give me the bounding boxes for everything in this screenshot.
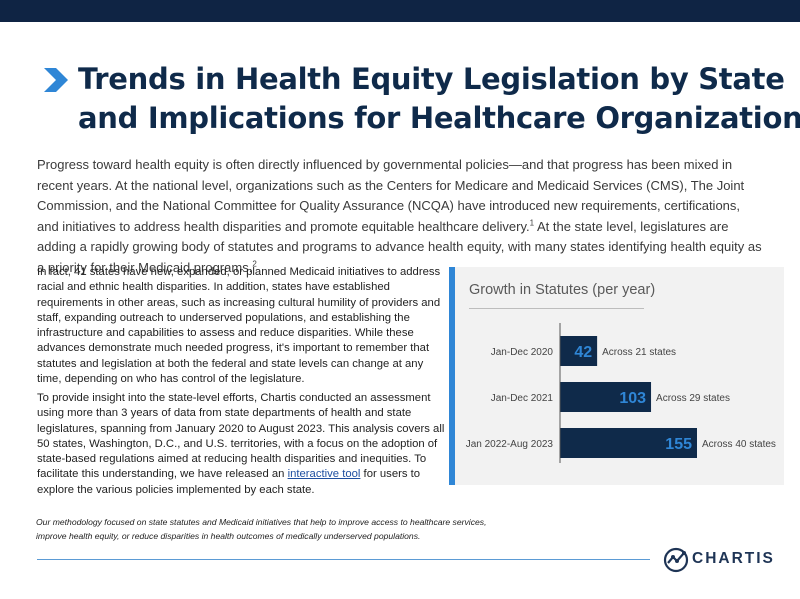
footer-rule bbox=[37, 559, 650, 560]
methodology-note: Our methodology focused on state statute… bbox=[36, 515, 596, 543]
methodology-line-2: improve health equity, or reduce dispari… bbox=[36, 531, 421, 541]
intro-text-b: At the state level, legislatures are add… bbox=[37, 218, 762, 275]
bar-annotation: Across 29 states bbox=[656, 393, 730, 404]
bar-value-label: 42 bbox=[574, 344, 592, 361]
chevron-right-icon bbox=[44, 68, 68, 92]
body-paragraph-2: To provide insight into the state-level … bbox=[37, 391, 447, 498]
statutes-chart: Growth in Statutes (per year) Jan-Dec 20… bbox=[449, 267, 784, 485]
title-line-2: and Implications for Healthcare Organiza… bbox=[78, 101, 800, 135]
chart-plot: Jan-Dec 2020 42 Across 21 states Jan-Dec 20… bbox=[466, 323, 776, 463]
bar-value-label: 155 bbox=[665, 436, 692, 453]
footnote-ref-2: 2 bbox=[252, 259, 257, 269]
bar bbox=[560, 336, 598, 366]
bar-annotation: Across 40 states bbox=[702, 439, 776, 450]
title-line-1: Trends in Health Equity Legislation by S… bbox=[78, 62, 785, 96]
methodology-line-1: Our methodology focused on state statute… bbox=[36, 517, 487, 527]
footnote-ref-1: 1 bbox=[529, 218, 535, 228]
intro-paragraph: Progress toward health equity is often d… bbox=[37, 155, 765, 278]
bar-value-label: 103 bbox=[619, 390, 646, 407]
top-banner bbox=[0, 0, 800, 22]
bar bbox=[560, 382, 652, 412]
chart-title: Growth in Statutes (per year) bbox=[469, 282, 656, 298]
chart-title-rule bbox=[469, 308, 644, 309]
category-label: Jan-Dec 2020 bbox=[491, 347, 554, 358]
page-title: Trends in Health Equity Legislation by S… bbox=[78, 60, 800, 138]
para2-text-before: To provide insight into the state-level … bbox=[37, 392, 445, 481]
category-label: Jan-Dec 2021 bbox=[491, 393, 554, 404]
bar-annotation: Across 21 states bbox=[602, 347, 676, 358]
bar bbox=[560, 428, 697, 458]
category-label: Jan 2022-Aug 2023 bbox=[466, 439, 554, 450]
chartis-logo-icon bbox=[663, 547, 689, 573]
intro-text-a: Progress toward health equity is often d… bbox=[37, 157, 745, 234]
logo-wordmark: CHARTIS bbox=[692, 550, 775, 567]
body-paragraph-1: In fact, 41 states have new, expanded, o… bbox=[37, 266, 441, 386]
interactive-tool-link[interactable]: interactive tool bbox=[287, 468, 361, 481]
para2-text-after: for users to explore the various policie… bbox=[37, 468, 421, 496]
